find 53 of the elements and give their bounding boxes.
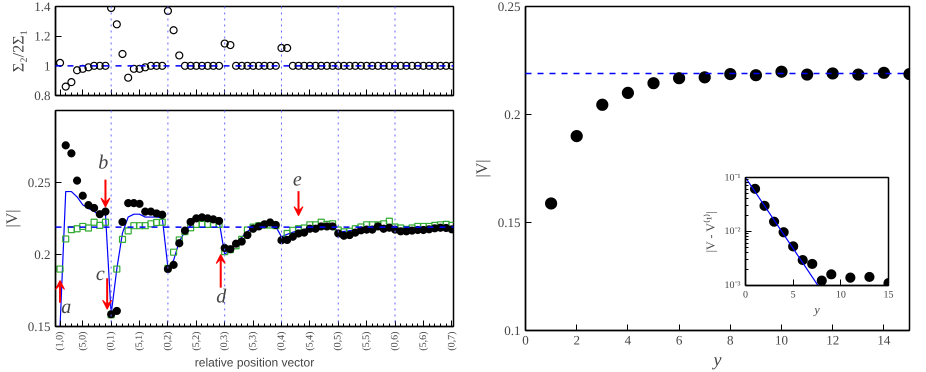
- y-tick-label: 0.15: [498, 215, 520, 230]
- y-tick-label: 10⁻³: [724, 280, 740, 291]
- x-tick-label: (0,2): [162, 331, 174, 351]
- y-axis-title: |V - V⁽¹⁾|: [704, 211, 718, 252]
- x-tick-label: (5,3): [248, 331, 259, 351]
- x-tick-label: (5,2): [190, 331, 202, 351]
- x-tick-label: (0,1): [106, 331, 117, 351]
- y-tick-label: 10⁻²: [724, 226, 740, 237]
- y-axis-title: |V|: [474, 160, 491, 178]
- y-tick-label: 0.2: [34, 247, 50, 262]
- x-tick-label: (5,6): [418, 331, 429, 351]
- x-tick-label: 4: [624, 332, 632, 348]
- annotation: e: [292, 168, 302, 191]
- x-axis-title: y: [813, 302, 820, 316]
- y-axis-title: |V|: [4, 210, 21, 228]
- x-tick-label: (5,0): [77, 331, 88, 351]
- x-tick-label: (0,3): [219, 331, 230, 351]
- x-tick-label: 15: [884, 290, 894, 300]
- x-tick-label: 10: [836, 290, 846, 300]
- x-axis-title: y: [712, 350, 722, 370]
- x-tick-label: (5,5): [361, 331, 372, 351]
- annotation: a: [61, 296, 72, 318]
- x-tick-label: 2: [573, 332, 580, 348]
- x-tick-label: 12: [826, 332, 840, 348]
- x-tick-label: 14: [877, 332, 891, 348]
- x-tick-label: 0: [522, 332, 529, 348]
- x-tick-label: 6: [676, 332, 683, 348]
- annotation: b: [98, 151, 108, 174]
- x-axis-title: relative position vector: [194, 356, 314, 370]
- y-tick-label: 0.2: [504, 107, 520, 122]
- x-tick-label: (0,5): [332, 331, 344, 351]
- y-tick-label: 10⁻¹: [724, 172, 740, 184]
- x-tick-label: (1,0): [54, 331, 66, 351]
- y-tick-label: 0.8: [34, 88, 50, 103]
- x-tick-label: (5,1): [134, 331, 146, 351]
- y-axis-title: Σ₂/2Σ₁: [10, 30, 28, 72]
- x-tick-label: 0: [743, 290, 748, 300]
- y-tick-label: 0.25: [28, 175, 50, 190]
- x-tick-label: 10: [775, 332, 788, 348]
- y-tick-label: 1.2: [34, 28, 50, 44]
- y-tick-label: 1.4: [34, 0, 51, 14]
- y-tick-label: 0.1: [504, 323, 520, 338]
- x-tick-label: (0,6): [390, 331, 401, 351]
- annotation: c: [96, 262, 105, 285]
- x-tick-label: (0,7): [446, 331, 458, 351]
- x-tick-label: (0,4): [276, 331, 287, 351]
- y-tick-label: 0.25: [498, 0, 520, 14]
- y-tick-label: 1: [44, 58, 50, 74]
- annotation: d: [216, 285, 228, 308]
- x-tick-label: 5: [790, 290, 796, 300]
- y-tick-label: 0.15: [28, 319, 50, 334]
- x-tick-label: 8: [727, 332, 734, 348]
- x-tick-label: (5,4): [304, 331, 316, 351]
